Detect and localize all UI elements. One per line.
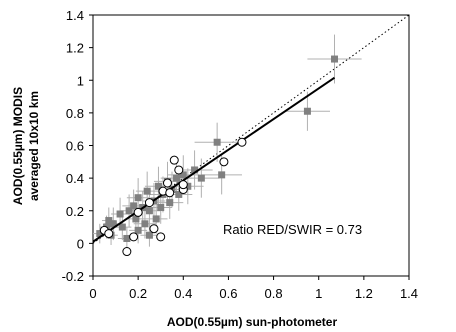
regression-line — [92, 76, 336, 243]
x-tick-label: 1.2 — [355, 286, 373, 301]
data-point-circle — [156, 232, 166, 242]
y-tick-label: 1.2 — [66, 41, 84, 56]
data-point-square — [134, 226, 142, 234]
data-point-circle — [104, 229, 114, 239]
data-point-circle — [165, 188, 175, 198]
data-point-square — [145, 231, 153, 239]
data-point-circle — [174, 165, 184, 175]
y-axis-title-line1: AOD(0.55µm) MODIS — [11, 87, 25, 205]
x-tick-label: 1.4 — [400, 286, 418, 301]
data-point-square — [175, 190, 183, 198]
y-axis-title-line2: averaged 10x10 km — [27, 91, 41, 201]
data-point-circle — [144, 198, 154, 208]
x-tick-label: 0.4 — [174, 286, 192, 301]
y-tick-label: 0.8 — [66, 106, 84, 121]
data-point-square — [130, 202, 138, 210]
y-tick-label: 0.4 — [66, 171, 84, 186]
data-point-square — [105, 217, 113, 225]
data-point-square — [166, 199, 174, 207]
y-tick-label: -0.2 — [62, 269, 84, 284]
x-tick-label: 0.8 — [265, 286, 283, 301]
data-point-square — [191, 166, 199, 174]
data-point-square — [125, 207, 133, 215]
data-point-square — [179, 171, 187, 179]
data-point-square — [152, 215, 160, 223]
data-point-square — [154, 182, 162, 190]
x-axis-title: AOD(0.55µm) sun-photometer — [167, 315, 338, 329]
data-point-circle — [129, 232, 139, 242]
y-tick-label: 1 — [77, 73, 84, 88]
data-point-square — [303, 107, 311, 115]
data-point-square — [134, 194, 142, 202]
data-point-circle — [219, 157, 229, 167]
y-tick-label: 0.6 — [66, 139, 84, 154]
data-point-circle — [178, 180, 188, 190]
y-tick-label: 0.2 — [66, 204, 84, 219]
data-point-square — [197, 174, 205, 182]
data-point-square — [123, 234, 131, 242]
x-tick-label: 0.2 — [129, 286, 147, 301]
plot-area: 0 0.2 0.4 0.6 0.8 1 1.2 1.4 -0.2 0 0.2 0.4 0.6 0.8 1 1.… — [62, 8, 418, 301]
data-point-square — [145, 207, 153, 215]
y-tick-label: 1.4 — [66, 8, 84, 23]
x-tick-label: 1 — [315, 286, 322, 301]
data-point-square — [143, 187, 151, 195]
x-tick-label: 0.6 — [219, 286, 237, 301]
x-tick-label: 0 — [89, 286, 96, 301]
data-point-square — [109, 220, 117, 228]
data-point-square — [116, 210, 124, 218]
data-point-square — [132, 215, 140, 223]
data-point-circle — [169, 155, 179, 165]
annotation-ratio: Ratio RED/SWIR = 0.73 — [223, 222, 362, 237]
data-point-circle — [237, 137, 247, 147]
data-point-square — [96, 230, 104, 238]
data-point-square — [331, 55, 339, 63]
data-point-square — [141, 220, 149, 228]
data-point-square — [218, 171, 226, 179]
data-point-circle — [122, 247, 132, 257]
data-point-circle — [133, 207, 143, 217]
y-tick-label: 0 — [77, 236, 84, 251]
data-point-square — [213, 138, 221, 146]
data-point-square — [118, 223, 126, 231]
data-point-square — [157, 203, 165, 211]
data-point-square — [173, 174, 181, 182]
data-point-circle — [149, 224, 159, 234]
data-point-square — [184, 182, 192, 190]
data-point-circle — [162, 178, 172, 188]
